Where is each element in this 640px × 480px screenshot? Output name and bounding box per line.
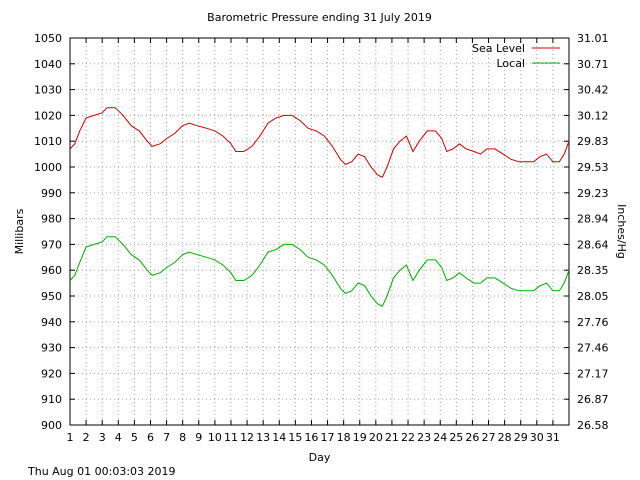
y2-tick-label: 28.05 [577, 290, 609, 303]
y2-tick-label: 28.35 [577, 264, 609, 277]
y2-tick-label: 29.23 [577, 187, 609, 200]
y2-axis-label: Inches/Hg [615, 204, 628, 259]
x-tick-label: 6 [147, 431, 154, 444]
y-tick-label: 1020 [34, 109, 62, 122]
y2-tick-label: 26.87 [577, 393, 609, 406]
y2-tick-label: 27.76 [577, 316, 609, 329]
y2-tick-label: 30.12 [577, 109, 609, 122]
x-tick-label: 1 [67, 431, 74, 444]
x-tick-label: 25 [449, 431, 463, 444]
y2-tick-label: 29.53 [577, 161, 609, 174]
chart-title: Barometric Pressure ending 31 July 2019 [207, 11, 432, 24]
y2-tick-label: 28.64 [577, 238, 609, 251]
y-tick-label: 940 [41, 316, 62, 329]
x-tick-label: 15 [288, 431, 302, 444]
x-tick-label: 21 [385, 431, 399, 444]
y-tick-label: 950 [41, 290, 62, 303]
y-tick-label: 1010 [34, 135, 62, 148]
x-tick-label: 30 [530, 431, 544, 444]
plot-border [69, 37, 570, 426]
generated-timestamp: Thu Aug 01 00:03:03 2019 [28, 465, 176, 478]
x-axis-label: Day [309, 451, 331, 464]
y-tick-label: 900 [41, 419, 62, 432]
x-tick-label: 14 [272, 431, 286, 444]
x-tick-label: 18 [337, 431, 351, 444]
x-tick-label: 16 [304, 431, 318, 444]
x-tick-label: 11 [224, 431, 238, 444]
x-tick-label: 28 [498, 431, 512, 444]
x-tick-label: 8 [179, 431, 186, 444]
y2-tick-label: 30.42 [577, 84, 609, 97]
y-axis-label: Millibars [13, 208, 26, 254]
y-tick-label: 1000 [34, 161, 62, 174]
x-tick-label: 3 [99, 431, 106, 444]
y-tick-label: 990 [41, 187, 62, 200]
y-tick-label: 980 [41, 213, 62, 226]
y-tick-label: 910 [41, 393, 62, 406]
y-tick-label: 1050 [34, 32, 62, 45]
series-line-local [69, 236, 570, 307]
x-tick-label: 24 [433, 431, 447, 444]
y2-tick-label: 30.71 [577, 58, 609, 71]
x-tick-label: 22 [401, 431, 415, 444]
x-tick-label: 2 [83, 431, 90, 444]
y-tick-label: 1030 [34, 84, 62, 97]
x-tick-label: 13 [256, 431, 270, 444]
x-tick-label: 29 [514, 431, 528, 444]
y-tick-label: 970 [41, 238, 62, 251]
y-tick-label: 920 [41, 367, 62, 380]
x-tick-label: 7 [163, 431, 170, 444]
x-tick-label: 23 [417, 431, 431, 444]
legend-label: Sea Level [472, 42, 525, 55]
y-tick-label: 1040 [34, 58, 62, 71]
y2-tick-label: 26.58 [577, 419, 609, 432]
x-tick-label: 27 [482, 431, 496, 444]
x-tick-label: 19 [353, 431, 367, 444]
x-tick-label: 12 [240, 431, 254, 444]
x-tick-label: 17 [321, 431, 335, 444]
x-tick-label: 20 [369, 431, 383, 444]
x-tick-label: 26 [465, 431, 479, 444]
y2-tick-label: 27.17 [577, 367, 609, 380]
x-tick-label: 31 [546, 431, 560, 444]
x-tick-label: 4 [115, 431, 122, 444]
y2-tick-label: 27.46 [577, 342, 609, 355]
x-tick-label: 9 [195, 431, 202, 444]
y2-tick-label: 31.01 [577, 32, 609, 45]
x-tick-label: 5 [131, 431, 138, 444]
x-tick-label: 10 [208, 431, 222, 444]
y-tick-label: 930 [41, 342, 62, 355]
legend-label: Local [496, 57, 525, 70]
y2-tick-label: 29.83 [577, 135, 609, 148]
y-tick-label: 960 [41, 264, 62, 277]
y2-tick-label: 28.94 [577, 213, 609, 226]
series-line-sea-level [69, 107, 570, 178]
